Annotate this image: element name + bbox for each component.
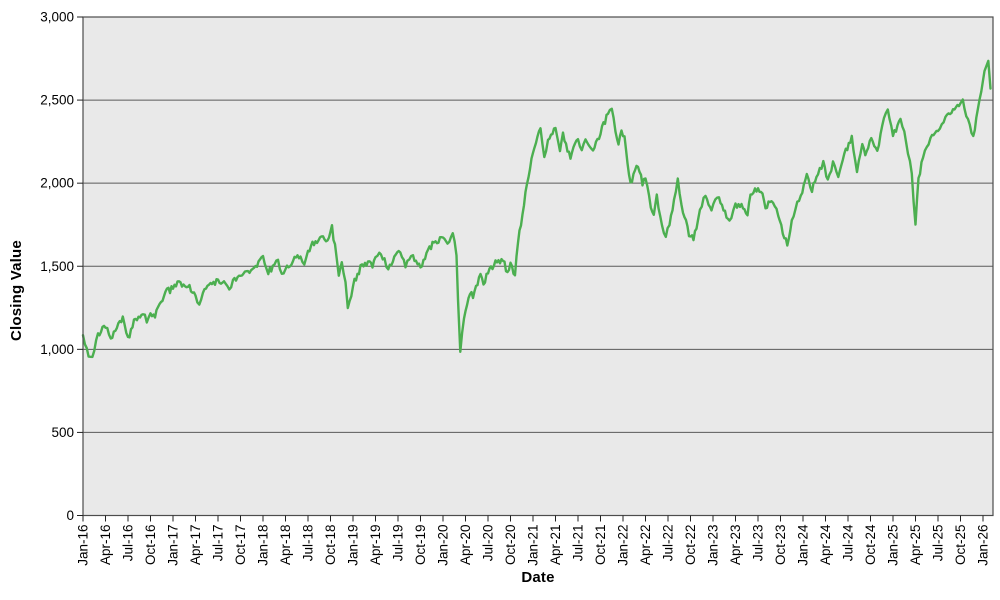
- closing-value-series-line: [81, 59, 992, 359]
- x-tick-label: Jan-22: [616, 525, 631, 566]
- y-tick-label: 0: [66, 508, 74, 523]
- x-tick-label: Apr-22: [638, 525, 653, 566]
- x-tick-label: Jul-21: [571, 525, 586, 562]
- x-tick-label: Jul-18: [301, 525, 316, 562]
- x-tick-label: Apr-23: [728, 525, 743, 566]
- x-tick-label: Apr-17: [188, 525, 203, 566]
- y-tick-label: 2,000: [40, 176, 74, 191]
- x-tick-label: Oct-24: [863, 524, 878, 565]
- x-tick-label: Jan-24: [796, 524, 811, 566]
- x-tick-label: Apr-20: [458, 525, 473, 566]
- x-axis-title: Date: [521, 569, 555, 586]
- x-tick-label: Apr-16: [98, 525, 113, 566]
- y-tick-label: 2,500: [40, 93, 74, 108]
- x-tick-label: Apr-21: [548, 525, 563, 566]
- x-tick-label: Jan-23: [706, 525, 721, 566]
- x-tick-label: Oct-21: [593, 525, 608, 566]
- x-tick-label: Oct-22: [683, 525, 698, 566]
- x-tick-label: Jul-16: [121, 525, 136, 562]
- x-tick-label: Jan-17: [166, 525, 181, 566]
- x-tick-label: Jan-16: [76, 525, 91, 566]
- x-tick-label: Jul-17: [211, 525, 226, 562]
- y-tick-label: 1,500: [40, 259, 74, 274]
- x-tick-label: Oct-25: [953, 525, 968, 566]
- x-tick-label: Jan-18: [256, 525, 271, 566]
- x-tick-label: Jul-22: [661, 525, 676, 562]
- x-tick-label: Oct-23: [773, 525, 788, 566]
- x-tick-label: Apr-18: [278, 525, 293, 566]
- x-tick-label: Oct-16: [143, 525, 158, 566]
- x-tick-label: Apr-19: [368, 525, 383, 566]
- x-tick-label: Jul-19: [391, 525, 406, 562]
- x-tick-label: Apr-25: [908, 525, 923, 566]
- x-tick-label: Oct-19: [413, 525, 428, 566]
- x-tick-label: Apr-24: [818, 524, 833, 565]
- x-tick-label: Oct-20: [503, 525, 518, 566]
- y-tick-label: 500: [51, 425, 74, 440]
- x-tick-label: Oct-18: [323, 525, 338, 566]
- x-tick-label: Jul-20: [481, 525, 496, 562]
- x-tick-label: Jul-25: [931, 525, 946, 562]
- y-axis-title: Closing Value: [8, 240, 25, 341]
- x-tick-label: Jul-24: [841, 524, 856, 561]
- x-tick-label: Oct-17: [233, 525, 248, 566]
- x-tick-label: Jan-19: [346, 525, 361, 566]
- x-tick-label: Jan-21: [526, 525, 541, 566]
- x-tick-label: Jan-25: [886, 525, 901, 566]
- y-tick-label: 1,000: [40, 342, 74, 357]
- x-tick-label: Jul-23: [751, 525, 766, 562]
- x-tick-label: Jan-26: [976, 525, 991, 566]
- x-tick-label: Jan-20: [436, 525, 451, 566]
- y-tick-label: 3,000: [40, 10, 74, 25]
